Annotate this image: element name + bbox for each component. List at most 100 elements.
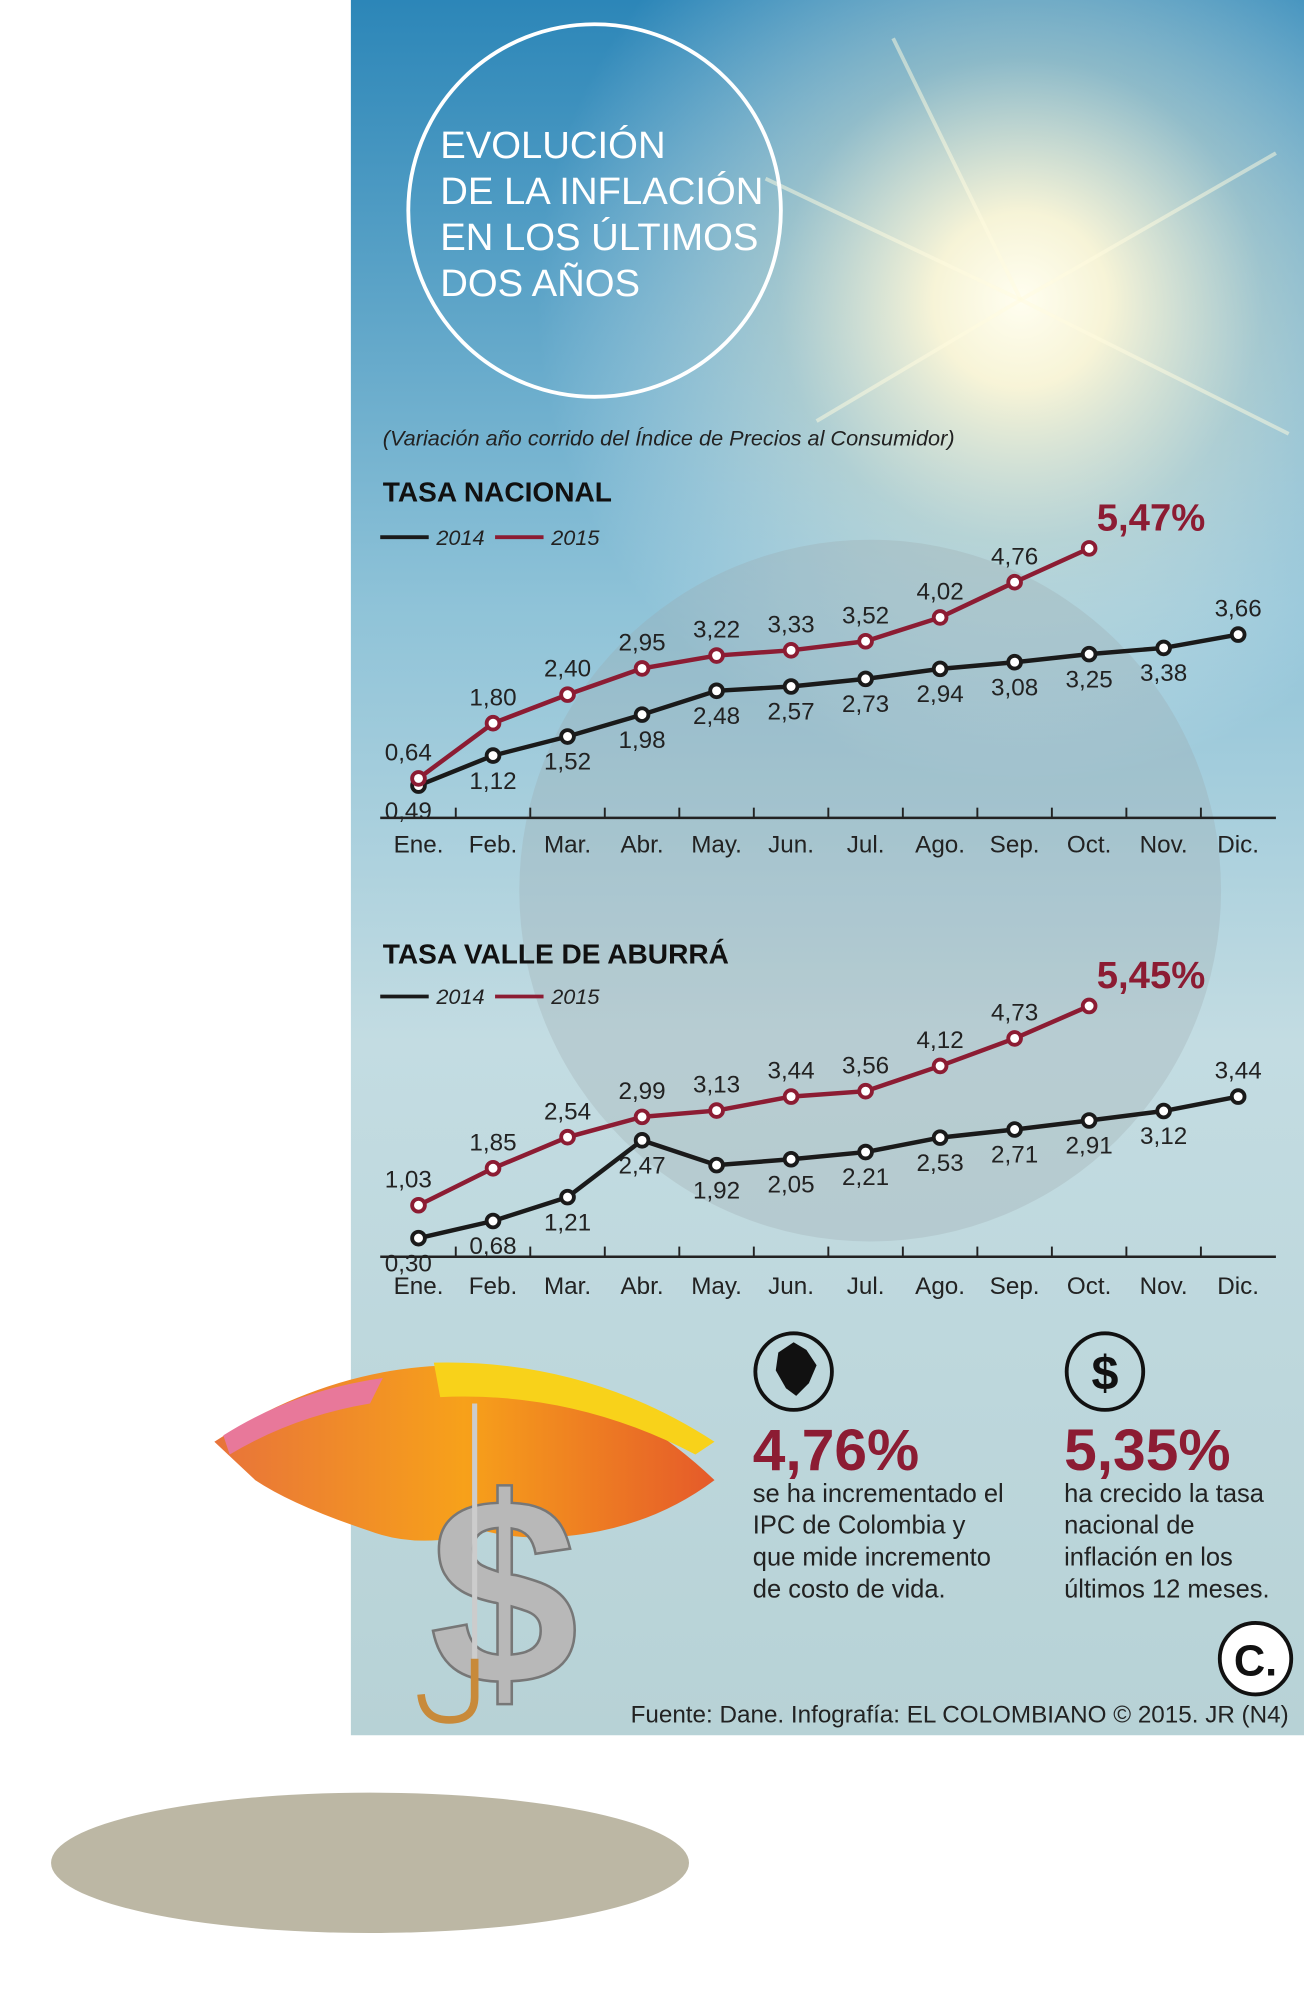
data-point (1006, 1121, 1023, 1138)
data-point (931, 1129, 949, 1146)
stat-text: de costo de vida. (753, 1575, 946, 1603)
data-label: 3,25 (1066, 666, 1113, 693)
data-label: 1,21 (544, 1209, 591, 1236)
data-point (1155, 1102, 1172, 1120)
data-point (1080, 540, 1098, 557)
umbrella-illustration: $ (51, 1362, 715, 1934)
data-point (1080, 645, 1098, 663)
data-label: 3,52 (842, 602, 889, 629)
data-label: 3,08 (991, 674, 1038, 701)
x-tick-label: Dic. (1217, 831, 1259, 858)
data-label: 1,12 (469, 768, 516, 795)
data-point (484, 714, 502, 732)
series-line (418, 1094, 1239, 1241)
data-label: 4,02 (917, 579, 964, 606)
data-label: 2,48 (693, 703, 740, 730)
stat-text: se ha incrementado el (753, 1480, 1004, 1508)
data-label: 4,76 (991, 543, 1038, 570)
data-point (1006, 653, 1023, 671)
stat-value: 4,76% (753, 1418, 919, 1483)
data-label: 3,44 (767, 1058, 814, 1085)
x-tick-label: Sep. (990, 1273, 1040, 1300)
data-point (484, 1159, 502, 1177)
data-label: 2,57 (767, 699, 814, 726)
data-point (708, 682, 725, 700)
data-label: 3,33 (767, 611, 814, 638)
data-label: 2,40 (544, 656, 591, 683)
data-point (708, 1156, 725, 1174)
data-label: 4,12 (917, 1027, 964, 1054)
data-point (857, 1082, 874, 1100)
legend-label: 2015 (550, 984, 600, 1009)
x-tick-label: Feb. (469, 831, 517, 858)
data-point (782, 678, 800, 695)
highlight-label: 5,47% (1097, 497, 1206, 540)
logo-badge (1217, 1621, 1294, 1697)
data-label: 1,92 (693, 1177, 740, 1204)
stat-icon: $ (1091, 1346, 1118, 1400)
stats: 4,76%se ha incrementado el IPC de Colombi… (753, 1331, 1270, 1603)
data-label: 2,73 (842, 691, 889, 718)
source: Fuente: Dane. Infografía: EL COLOMBIANO … (631, 1701, 1289, 1728)
data-label: 2,53 (917, 1150, 964, 1177)
data-point (782, 1088, 800, 1105)
data-point (782, 642, 800, 659)
data-label: 4,73 (991, 1000, 1038, 1027)
data-point (559, 1188, 576, 1206)
x-tick-label: Nov. (1140, 1273, 1188, 1300)
x-tick-label: Nov. (1140, 831, 1188, 858)
x-tick-label: Ene. (394, 831, 444, 858)
title-circle (406, 22, 783, 399)
data-point (857, 670, 874, 688)
data-label: 2,71 (991, 1142, 1038, 1169)
data-point (1080, 1112, 1098, 1129)
x-tick-label: May. (691, 831, 742, 858)
data-label: 2,54 (544, 1098, 591, 1125)
data-label: 2,21 (842, 1164, 889, 1191)
data-label: 3,22 (693, 617, 740, 644)
data-label: 2,05 (767, 1171, 814, 1198)
x-tick-label: Abr. (620, 831, 663, 858)
stat-text: nacional de (1064, 1512, 1194, 1540)
stat-text: ha crecido la tasa (1064, 1480, 1265, 1508)
x-tick-label: Sep. (990, 831, 1040, 858)
data-point (1006, 1030, 1023, 1047)
data-point (857, 1143, 874, 1161)
data-point (559, 728, 576, 745)
data-label: 3,38 (1140, 660, 1187, 687)
sun-rays (764, 37, 1290, 436)
stat-value: 5,35% (1064, 1418, 1230, 1483)
stat-text: últimos 12 meses. (1064, 1575, 1270, 1603)
data-point (857, 632, 874, 650)
chart-title: TASA NACIONAL (383, 476, 612, 507)
series-line (417, 546, 1091, 781)
data-point (484, 747, 502, 764)
data-point (410, 770, 427, 787)
data-label: 1,80 (469, 684, 516, 711)
data-point (410, 1229, 427, 1247)
x-tick-label: Ago. (915, 1273, 965, 1300)
x-tick-label: Jun. (768, 1273, 814, 1300)
title-line: EVOLUCIÓN (440, 124, 665, 167)
data-label: 3,12 (1140, 1123, 1187, 1150)
data-point (931, 609, 949, 626)
series-line (417, 1003, 1091, 1208)
highlight-label: 5,45% (1097, 954, 1206, 997)
data-point (559, 1128, 576, 1146)
data-point (1229, 626, 1247, 643)
data-label: 0,30 (385, 1250, 432, 1277)
charts: TASA NACIONAL 2014 2015 Ene. Feb. Mar. Abr. May… (380, 476, 1276, 1300)
x-tick-label: Feb. (469, 1273, 517, 1300)
data-label: 3,66 (1215, 596, 1262, 623)
stat-text: IPC de Colombia y (753, 1512, 966, 1540)
x-tick-label: Oct. (1067, 831, 1111, 858)
title-line: DOS AÑOS (440, 262, 640, 305)
data-label: 2,99 (618, 1078, 665, 1105)
stat-icon-circle (753, 1331, 834, 1412)
x-tick-label: Ago. (915, 831, 965, 858)
colombia-map-icon (775, 1342, 817, 1396)
legend-label: 2014 (435, 984, 484, 1009)
data-point (410, 1196, 427, 1214)
data-label: 0,49 (385, 798, 432, 825)
